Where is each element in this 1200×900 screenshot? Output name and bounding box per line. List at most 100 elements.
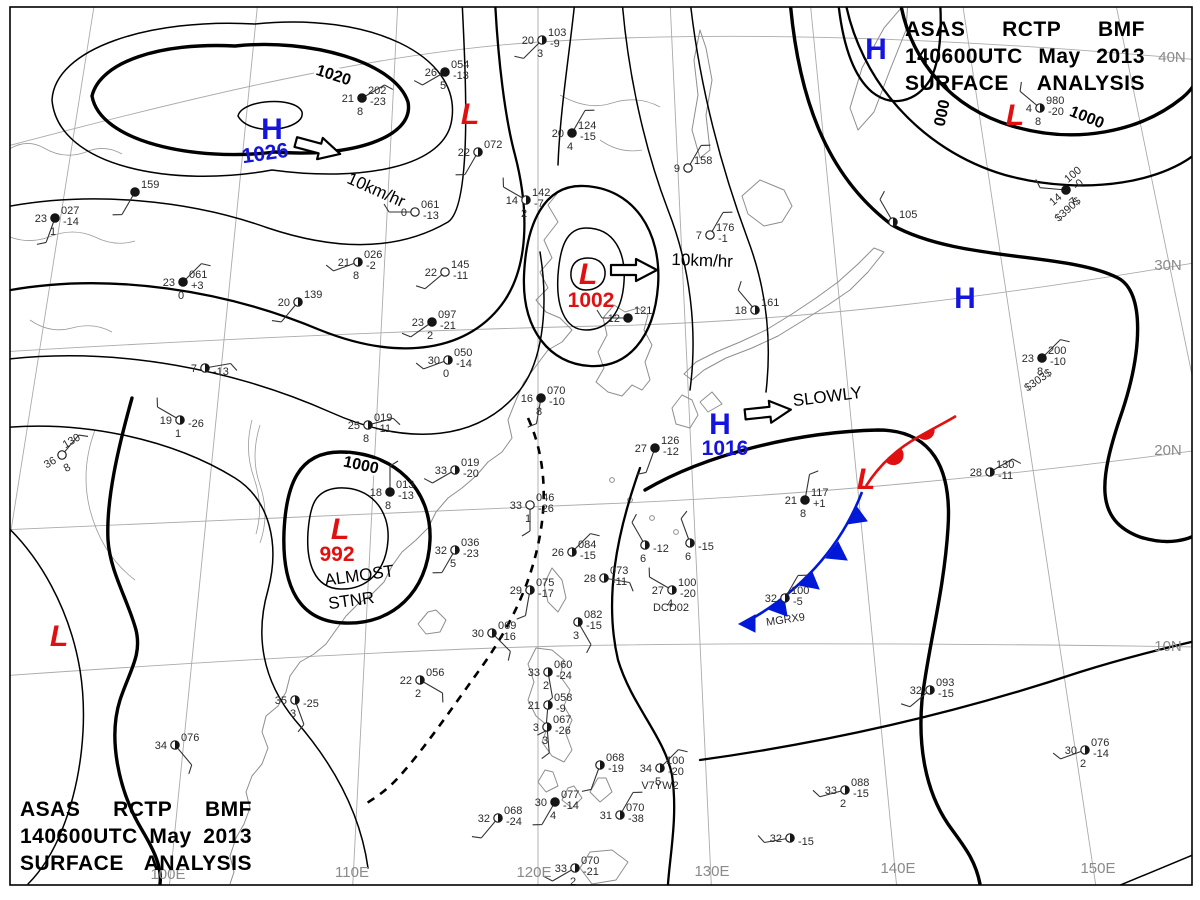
cloud-cover-half-icon [548,667,553,677]
station-pressure-change: +1 [813,498,826,510]
movement-arrow-icon [743,399,792,424]
cloud-cover-icon [567,128,577,138]
station-plot: -12 6 [631,513,669,565]
station-pressure: 069 [498,620,516,632]
station-extra-value: 6 [640,553,646,565]
station-plot: 22 056 2 [400,667,444,703]
cloud-cover-icon [385,487,395,497]
ryukyu-island [673,529,679,535]
station-temperature: 20 [522,35,534,47]
station-pressure-change: -14 [456,358,472,370]
station-extra-value: 2 [1080,758,1086,770]
title-line: SURFACE ANALYSIS [20,850,252,877]
station-temperature: 7 [191,363,197,375]
coast-taiwan [543,567,567,613]
station-plot: 3 067-26 3 [533,714,571,760]
station-temperature: 28 [970,467,982,479]
station-plot: 21 202-23 8 [342,84,394,118]
cloud-cover-half-icon [448,355,453,365]
title-bottom-left: ASAS RCTP BMF 140600UTC May 2013 SURFACE… [20,796,252,877]
station-temperature: 32 [910,685,922,697]
station-plot: 33 046-26 1 [510,492,554,537]
station-plot: 12 121 [596,305,652,325]
station-pressure-change: -2 [366,260,376,272]
cloud-cover-half-icon [492,628,497,638]
isobar-1000-ne [899,7,1192,137]
station-plot: 16 070-10 8 [521,385,565,428]
station-pressure: 088 [851,777,869,789]
coast-china-indochina [229,189,573,885]
station-pressure: 075 [536,577,554,589]
station-temperature: 34 [640,763,652,775]
station-extra-value: 3 [542,735,548,747]
cloud-cover-half-icon [1040,103,1045,113]
station-pressure-change: -15 [580,550,596,562]
station-pressure: 100 [666,755,684,767]
station-pressure: 103 [548,27,566,39]
annotation-text: SLOWLY [792,383,863,410]
cloud-cover-icon [57,450,67,460]
station-plot: 29 075-17 [510,577,554,620]
station-pressure-change: -11 [453,270,468,282]
cloud-cover-icon [536,393,546,403]
pressure-center-L: L [857,463,875,496]
cloud-cover-half-icon [548,700,553,710]
station-pressure-change: -20 [680,588,696,600]
cloud-cover-half-icon [930,685,935,695]
station-pressure: 019 [461,457,479,469]
station-temperature: 23 [35,213,47,225]
station-plot: 105 [879,190,917,227]
terrain-line [248,419,260,535]
station-extra-value: 0 [443,368,449,380]
station-pressure: 070 [626,802,644,814]
high-symbol: H [709,408,731,441]
coastlines [10,7,909,885]
cloud-cover-half-icon [690,538,695,548]
station-pressure-change: -14 [1093,748,1109,760]
station-temperature: 4 [1026,103,1032,115]
station-plot: 0 061-13 [383,199,439,222]
station-plot: 25 019-11 8 [348,412,401,445]
coast-mindanao [579,849,629,885]
station-pressure: 084 [578,539,596,551]
station-pressure-change: -19 [608,763,624,775]
cloud-cover-half-icon [845,785,850,795]
station-plot: 32 093-15 [900,677,954,708]
station-pressure: 067 [553,714,571,726]
station-temperature: 33 [825,785,837,797]
title-line: ASAS RCTP BMF [905,16,1145,43]
station-plot: 21 026-2 8 [325,249,382,282]
station-temperature: 14 [1047,191,1064,208]
cloud-cover-icon [178,277,188,287]
station-plot: 14 142-7 2 [502,177,550,220]
station-temperature: 22 [458,147,470,159]
ryukyu-island [609,477,615,483]
high-symbol: H [954,282,976,315]
ship-id-label: V7YW2 [641,780,678,792]
annotation-text: STNR [327,588,375,613]
wind-barb-icon [631,513,646,546]
station-pressure-change: -13 [398,490,414,502]
station-plot: 33 019-20 [423,457,479,484]
cold-front-pip [846,505,868,525]
station-pressure: 068 [606,752,624,764]
coast-kamchatka [849,7,909,131]
terrain-line [10,231,136,244]
station-temperature: 21 [785,495,797,507]
station-pressure: 159 [141,179,159,191]
station-extra-value: 0 [178,290,184,302]
station-pressure-change: -20 [1048,106,1064,118]
title-word: ANALYSIS [143,852,252,875]
station-temperature: 19 [160,415,172,427]
cloud-cover-half-icon [1085,745,1090,755]
cloud-cover-icon [800,495,810,505]
station-pressure-change: -5 [793,596,803,608]
cloud-cover-half-icon [368,420,373,430]
cloud-cover-icon [440,267,450,277]
title-word: RCTP [1002,18,1062,41]
title-word: May [1038,45,1081,68]
